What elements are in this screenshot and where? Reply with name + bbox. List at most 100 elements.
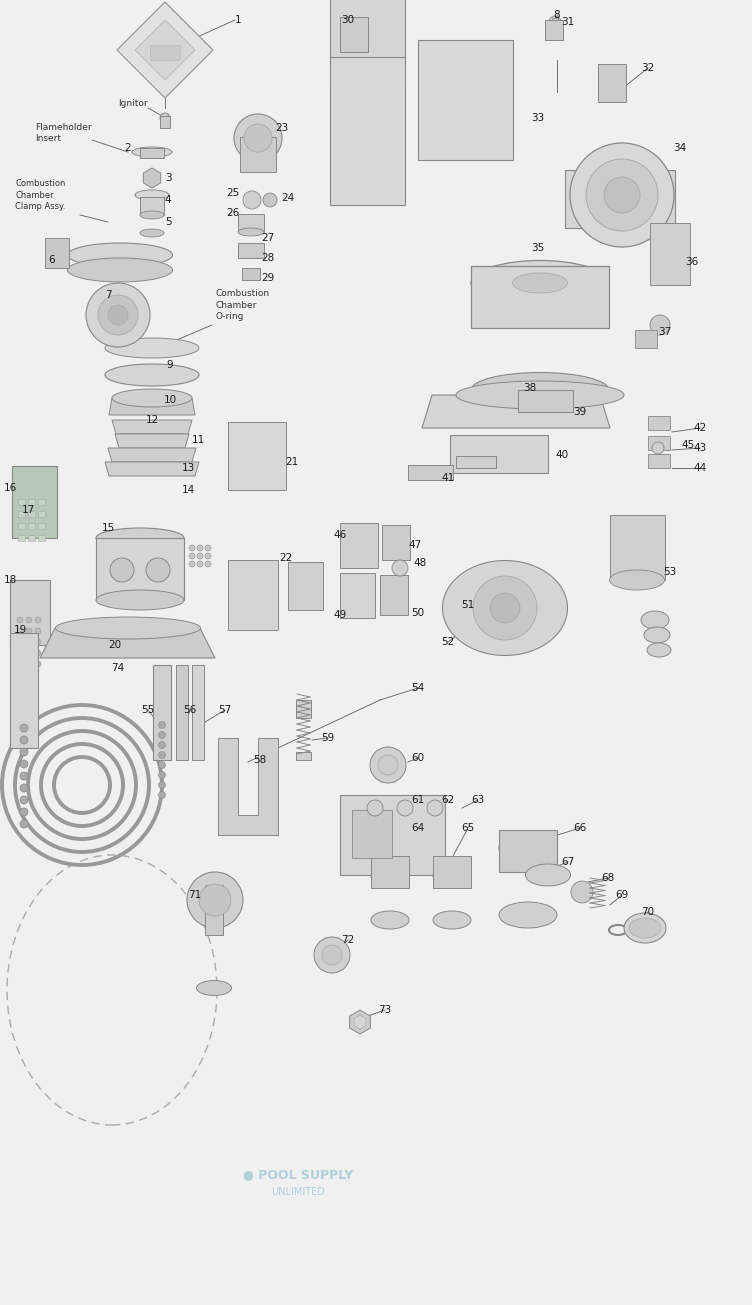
Ellipse shape — [471, 261, 609, 305]
Ellipse shape — [641, 611, 669, 629]
Circle shape — [20, 748, 28, 756]
Text: 40: 40 — [556, 450, 569, 459]
Circle shape — [159, 732, 165, 739]
Bar — [499, 830, 557, 872]
Bar — [10, 633, 38, 748]
Bar — [565, 170, 675, 228]
Ellipse shape — [68, 258, 172, 282]
Text: 9: 9 — [167, 360, 173, 371]
Bar — [371, 856, 409, 887]
Text: 44: 44 — [693, 463, 707, 472]
Text: 58: 58 — [253, 756, 267, 765]
Circle shape — [189, 545, 195, 551]
Ellipse shape — [68, 243, 172, 268]
Text: 70: 70 — [641, 907, 654, 917]
Text: Combustion
Chamber
O-ring: Combustion Chamber O-ring — [215, 290, 269, 321]
Text: 61: 61 — [411, 795, 425, 805]
Circle shape — [98, 295, 138, 335]
Circle shape — [159, 722, 165, 728]
Bar — [140, 197, 164, 215]
Circle shape — [234, 114, 282, 162]
Circle shape — [35, 617, 41, 622]
Circle shape — [20, 724, 28, 732]
Circle shape — [205, 561, 211, 566]
Circle shape — [205, 545, 211, 551]
Bar — [340, 17, 368, 52]
Bar — [18, 512, 25, 517]
Bar — [176, 666, 188, 760]
Text: 7: 7 — [105, 290, 111, 300]
Circle shape — [20, 760, 28, 769]
Ellipse shape — [624, 913, 666, 944]
Circle shape — [570, 144, 674, 247]
Ellipse shape — [105, 338, 199, 358]
Ellipse shape — [112, 389, 192, 407]
Text: 68: 68 — [602, 873, 614, 883]
Ellipse shape — [644, 626, 670, 643]
Bar — [228, 422, 286, 489]
Text: 39: 39 — [573, 407, 587, 418]
Bar — [228, 560, 278, 630]
Bar — [205, 885, 223, 934]
Circle shape — [189, 561, 195, 566]
Bar — [288, 562, 323, 609]
Ellipse shape — [56, 617, 201, 639]
Circle shape — [20, 820, 28, 827]
Bar — [352, 810, 392, 857]
Bar — [635, 330, 657, 348]
Bar — [238, 214, 264, 232]
Bar — [18, 535, 25, 542]
Ellipse shape — [371, 865, 409, 887]
Circle shape — [159, 752, 165, 758]
Bar — [382, 525, 410, 560]
Text: 30: 30 — [341, 14, 354, 25]
Text: 16: 16 — [3, 483, 17, 493]
Bar — [648, 416, 670, 431]
Bar — [598, 64, 626, 102]
Circle shape — [604, 177, 640, 213]
Bar — [28, 523, 35, 529]
Text: 28: 28 — [262, 253, 274, 264]
Circle shape — [197, 561, 203, 566]
Circle shape — [110, 559, 134, 582]
Circle shape — [314, 937, 350, 974]
Bar — [153, 666, 171, 760]
Bar — [433, 856, 471, 887]
Bar — [38, 512, 45, 517]
Bar — [18, 523, 25, 529]
Bar — [28, 535, 35, 542]
Bar — [340, 795, 445, 874]
Ellipse shape — [96, 529, 184, 548]
Text: 37: 37 — [658, 328, 672, 337]
Text: 65: 65 — [462, 823, 475, 833]
Ellipse shape — [647, 643, 671, 656]
Circle shape — [20, 808, 28, 816]
Bar — [38, 523, 45, 529]
Bar — [456, 455, 496, 468]
Circle shape — [86, 283, 150, 347]
Polygon shape — [115, 435, 189, 448]
Bar — [160, 116, 170, 128]
Text: 74: 74 — [111, 663, 125, 673]
Text: Combustion
Chamber
Clamp Assy.: Combustion Chamber Clamp Assy. — [15, 179, 65, 210]
Ellipse shape — [196, 980, 232, 996]
Circle shape — [17, 639, 23, 645]
Text: 10: 10 — [163, 395, 177, 405]
Text: 22: 22 — [280, 553, 293, 562]
Circle shape — [20, 784, 28, 792]
Circle shape — [159, 762, 165, 769]
Text: 12: 12 — [145, 415, 159, 425]
Bar — [296, 752, 311, 760]
Text: 42: 42 — [693, 423, 707, 433]
Bar — [380, 576, 408, 615]
Text: 13: 13 — [181, 463, 195, 472]
Text: 32: 32 — [641, 63, 655, 73]
Text: 38: 38 — [523, 382, 537, 393]
Ellipse shape — [526, 864, 571, 886]
Circle shape — [197, 545, 203, 551]
Text: 46: 46 — [333, 530, 347, 540]
Circle shape — [571, 881, 593, 903]
Circle shape — [244, 124, 272, 151]
Polygon shape — [109, 398, 195, 415]
Polygon shape — [40, 628, 215, 658]
